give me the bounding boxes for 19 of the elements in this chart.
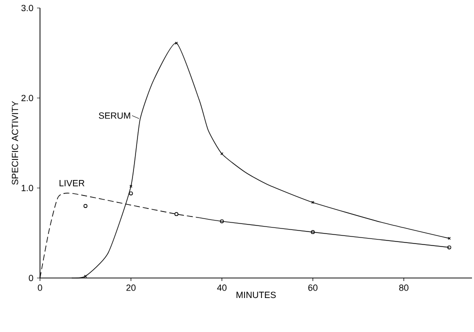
y-tick-label: 1.0 (22, 184, 34, 192)
y-axis-title: SPECIFIC ACTIVITY (12, 101, 18, 185)
x-tick-label: 0 (38, 284, 42, 291)
x-tick-label: 40 (217, 284, 227, 291)
point (84, 204, 88, 208)
x-tick-label: 80 (399, 284, 408, 291)
point (220, 219, 224, 224)
x-axis-title: MINUTES (236, 292, 276, 298)
point (129, 184, 132, 188)
x-tick-label: 20 (126, 284, 136, 291)
legend-label: SERUM (98, 112, 130, 119)
y-tick-label: 0 (28, 274, 34, 282)
point (129, 191, 133, 196)
point (310, 230, 315, 234)
x-tick-label: 60 (308, 284, 318, 291)
y-tick-label: 2.0 (21, 94, 34, 102)
y-tick-label: 3.0 (21, 4, 34, 12)
series-label: LIVER (60, 180, 84, 186)
point (174, 212, 178, 216)
